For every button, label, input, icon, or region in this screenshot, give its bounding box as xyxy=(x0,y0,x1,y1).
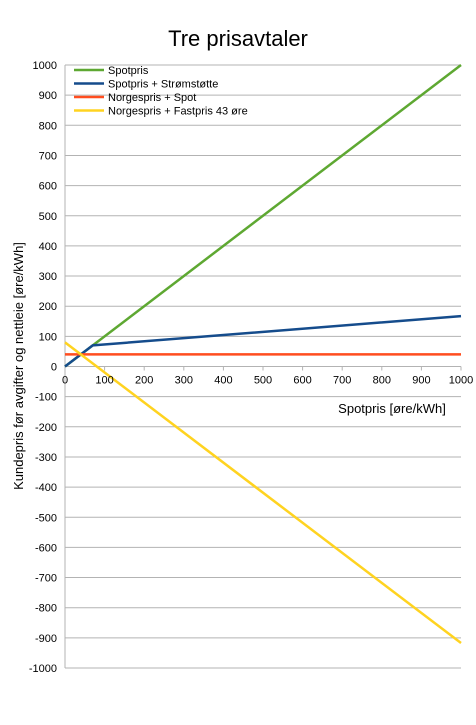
x-tick-label: 1000 xyxy=(449,375,473,387)
grid xyxy=(64,64,462,669)
y-tick-label: -500 xyxy=(35,512,57,524)
y-tick-label: 100 xyxy=(39,331,57,343)
x-tick-label: 100 xyxy=(95,375,113,387)
y-tick-label: 400 xyxy=(39,241,57,253)
y-tick-label: -600 xyxy=(35,542,57,554)
x-tick-label: 800 xyxy=(373,375,391,387)
y-tick-label: 700 xyxy=(39,150,57,162)
x-tick-label: 300 xyxy=(175,375,193,387)
x-tick-label: 900 xyxy=(412,375,430,387)
y-tick-label: -400 xyxy=(35,482,57,494)
series-lines xyxy=(64,64,462,644)
series-line-4 xyxy=(64,341,462,644)
y-tick-label: -900 xyxy=(35,633,57,645)
y-tick-label: -300 xyxy=(35,452,57,464)
y-tick-label: -800 xyxy=(35,603,57,615)
y-tick-label: -200 xyxy=(35,422,57,434)
tick-labels: 10009008007006005004003002001000-100-200… xyxy=(29,60,473,675)
x-tick-label: 600 xyxy=(293,375,311,387)
legend-label: Norgespris + Spot xyxy=(108,92,196,104)
x-tick-label: 0 xyxy=(62,375,68,387)
series-line-2 xyxy=(64,314,462,368)
y-tick-label: 900 xyxy=(39,90,57,102)
y-tick-label: 0 xyxy=(51,362,57,374)
y-axis-label: Kundepris før avgifter og nettleie [øre/… xyxy=(11,242,26,490)
y-tick-label: 800 xyxy=(39,120,57,132)
y-tick-label: 300 xyxy=(39,271,57,283)
x-tick-label: 400 xyxy=(214,375,232,387)
x-axis-label: Spotpris [øre/kWh] xyxy=(338,401,446,416)
y-tick-label: 1000 xyxy=(33,60,57,72)
x-tick-label: 500 xyxy=(254,375,272,387)
x-tick-label: 200 xyxy=(135,375,153,387)
y-tick-label: 600 xyxy=(39,181,57,193)
legend-label: Spotpris + Strømstøtte xyxy=(108,79,218,91)
series-line-1 xyxy=(64,64,462,368)
y-tick-label: -700 xyxy=(35,573,57,585)
y-tick-label: -100 xyxy=(35,392,57,404)
y-tick-label: -1000 xyxy=(29,663,57,675)
x-tick-label: 700 xyxy=(333,375,351,387)
legend-label: Spotpris xyxy=(108,65,149,77)
chart-title: Tre prisavtaler xyxy=(168,26,308,51)
legend-label: Norgespris + Fastpris 43 øre xyxy=(108,106,248,118)
y-tick-label: 200 xyxy=(39,301,57,313)
y-tick-label: 500 xyxy=(39,211,57,223)
